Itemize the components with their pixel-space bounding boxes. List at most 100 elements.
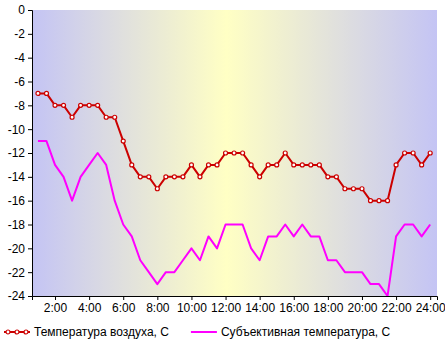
y-tick: -2 — [14, 27, 32, 41]
legend-marker — [24, 330, 28, 334]
y-tick-label: -4 — [14, 51, 25, 65]
series-marker — [317, 163, 321, 167]
x-tick-mark — [191, 296, 192, 300]
x-tick: 10:00 — [177, 296, 207, 315]
series-marker — [36, 91, 40, 95]
y-tick-label: -6 — [14, 75, 25, 89]
x-tick: 22:00 — [382, 296, 412, 315]
y-tick: -4 — [14, 51, 32, 65]
x-tick-mark — [396, 296, 397, 300]
series-line — [38, 93, 430, 200]
y-axis-line — [28, 11, 33, 297]
series-marker — [44, 91, 48, 95]
series-marker — [53, 103, 57, 107]
series-marker — [360, 187, 364, 191]
series-marker — [292, 163, 296, 167]
x-tick-mark — [89, 296, 90, 300]
y-tick-mark — [28, 153, 32, 154]
y-tick: -16 — [8, 194, 32, 208]
y-tick-mark — [28, 82, 32, 83]
series-marker — [249, 163, 253, 167]
y-tick-label: -24 — [8, 289, 26, 303]
x-tick-mark — [260, 296, 261, 300]
y-tick-mark — [28, 34, 32, 35]
x-tick: 4:00 — [78, 296, 102, 315]
series-marker — [121, 139, 125, 143]
y-tick-label: -18 — [8, 218, 26, 232]
series-marker — [241, 151, 245, 155]
series-line — [38, 141, 430, 296]
y-tick: -6 — [14, 75, 32, 89]
series-marker — [283, 151, 287, 155]
y-tick: -18 — [8, 218, 32, 232]
y-tick-label: -16 — [8, 194, 26, 208]
series-marker — [189, 163, 193, 167]
series-marker — [79, 103, 83, 107]
y-tick-label: -10 — [8, 123, 26, 137]
series-marker — [224, 151, 228, 155]
x-tick-mark — [123, 296, 124, 300]
plot-background — [32, 10, 437, 296]
x-tick-mark — [294, 296, 295, 300]
series-marker — [266, 163, 270, 167]
series-marker — [96, 103, 100, 107]
x-tick-label: 22:00 — [382, 301, 412, 315]
x-tick-label: 10:00 — [177, 301, 207, 315]
legend-item: Температура воздуха, С — [4, 325, 169, 339]
series-marker — [258, 175, 262, 179]
x-tick-label: 24:00 — [416, 301, 445, 315]
chart: 2:004:006:008:0010:0012:0014:0016:0018:0… — [0, 0, 445, 350]
x-tick-label: 16:00 — [279, 301, 309, 315]
series-marker — [164, 175, 168, 179]
y-tick-label: -8 — [14, 99, 25, 113]
y-tick-mark — [28, 129, 32, 130]
legend-item: Субъективная температура, С — [191, 325, 391, 339]
series-marker — [386, 199, 390, 203]
x-tick-label: 14:00 — [245, 301, 275, 315]
x-tick-label: 6:00 — [112, 301, 136, 315]
legend-label: Температура воздуха, С — [34, 325, 169, 339]
y-tick: -24 — [8, 289, 32, 303]
x-tick: 16:00 — [279, 296, 309, 315]
series-marker — [377, 199, 381, 203]
y-tick: -14 — [8, 170, 32, 184]
y-tick: 0 — [18, 3, 32, 17]
y-tick-label: -14 — [8, 170, 26, 184]
x-tick-label: 12:00 — [211, 301, 241, 315]
x-tick: 8:00 — [146, 296, 170, 315]
x-axis-line — [33, 297, 438, 301]
series-marker — [428, 151, 432, 155]
series-marker — [403, 151, 407, 155]
y-tick-label: -20 — [8, 242, 26, 256]
x-tick-label: 8:00 — [146, 301, 170, 315]
series-marker — [155, 187, 159, 191]
x-tick-mark — [55, 296, 56, 300]
series-marker — [411, 151, 415, 155]
x-tick-mark — [362, 296, 363, 300]
series-marker — [351, 187, 355, 191]
y-axis: 0 -2 -4 -6 -8 -10 -12 -14 -16 -18 -20 -22 -24 — [8, 3, 33, 303]
x-tick-mark — [157, 296, 158, 300]
series-markers — [36, 91, 432, 202]
series-marker — [198, 175, 202, 179]
x-tick-mark — [430, 296, 431, 300]
y-tick-mark — [28, 10, 32, 11]
x-tick: 12:00 — [211, 296, 241, 315]
series-marker — [309, 163, 313, 167]
x-tick-label: 2:00 — [44, 301, 68, 315]
y-tick-mark — [28, 296, 32, 297]
series-marker — [300, 163, 304, 167]
legend: Температура воздуха, С Субъективная темпе… — [4, 325, 391, 339]
legend-marker — [15, 330, 19, 334]
x-tick: 14:00 — [245, 296, 275, 315]
y-tick: -12 — [8, 146, 32, 160]
series-marker — [104, 115, 108, 119]
y-tick-label: 0 — [18, 3, 25, 17]
series-marker — [394, 163, 398, 167]
y-tick-label: -22 — [8, 266, 26, 280]
series-marker — [138, 175, 142, 179]
data-area — [36, 91, 432, 296]
legend-label: Субъективная температура, С — [221, 325, 391, 339]
y-tick: -10 — [8, 123, 32, 137]
y-tick-mark — [28, 105, 32, 106]
